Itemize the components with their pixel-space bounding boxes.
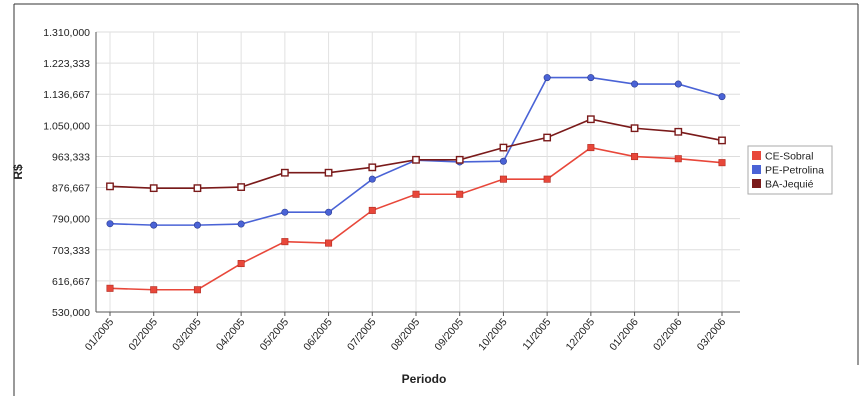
- x-tick-label: 03/2005: [170, 316, 204, 353]
- x-tick-label: 04/2005: [214, 316, 248, 353]
- legend-swatch: [752, 165, 761, 174]
- x-tick-label: 06/2005: [301, 316, 335, 353]
- data-point: [193, 286, 201, 294]
- data-point: [543, 133, 552, 142]
- data-point: [543, 175, 551, 183]
- data-point: [412, 155, 420, 164]
- data-point: [587, 144, 595, 152]
- series-BA-Jequié: [106, 115, 726, 193]
- x-tick-label: 10/2005: [476, 316, 510, 353]
- x-tick-label: 12/2005: [564, 316, 598, 353]
- data-point: [543, 74, 551, 82]
- y-tick-label: 530,000: [52, 307, 90, 319]
- y-axis-label: R$: [11, 164, 25, 180]
- series-CE-Sobral: [106, 144, 726, 294]
- x-tick-label: 01/2005: [83, 316, 117, 353]
- data-point: [237, 260, 245, 268]
- data-point: [587, 74, 595, 82]
- y-tick-label: 616,667: [52, 276, 90, 288]
- y-tick-label: 790,000: [52, 214, 90, 226]
- series-lines: [106, 74, 726, 294]
- data-point: [150, 286, 158, 294]
- x-tick-label: 09/2005: [432, 316, 466, 353]
- data-point: [280, 168, 289, 177]
- data-point: [368, 163, 377, 172]
- data-point: [237, 183, 246, 191]
- legend: CE-Sobral PE-Petrolina BA-Jequié: [747, 145, 833, 195]
- legend-swatch: [752, 151, 761, 160]
- data-point: [718, 136, 726, 145]
- x-tick-label: 08/2005: [389, 316, 423, 353]
- x-tick-label: 02/2005: [126, 316, 160, 353]
- data-point: [499, 175, 507, 183]
- data-point: [106, 220, 114, 228]
- legend-swatch: [752, 179, 761, 188]
- data-point: [237, 220, 245, 228]
- data-point: [325, 239, 333, 247]
- y-tick-label: 1.310,000: [43, 27, 90, 39]
- data-point: [193, 184, 202, 193]
- axis-labels: R$ Periodo: [11, 164, 446, 386]
- y-tick-label: 876,667: [52, 183, 90, 195]
- x-tick-label: 11/2005: [520, 316, 553, 352]
- y-tick-label: 703,333: [52, 245, 90, 257]
- legend-label: CE-Sobral: [765, 151, 813, 163]
- x-tick-label: 05/2005: [258, 316, 292, 353]
- data-point: [193, 221, 201, 229]
- axes: 530,000 616,667 703,333 790,000 876,667 963,3…: [43, 27, 740, 353]
- x-tick-label: 01/2006: [607, 316, 641, 353]
- data-point: [499, 157, 507, 165]
- data-point: [368, 175, 376, 183]
- y-tick-label: 963,333: [52, 151, 90, 163]
- data-point: [150, 221, 158, 229]
- data-point: [325, 208, 333, 216]
- data-point: [718, 93, 726, 101]
- y-tick-label: 1.050,000: [43, 120, 90, 132]
- legend-label: BA-Jequié: [765, 179, 814, 191]
- data-point: [455, 155, 464, 164]
- data-point: [106, 284, 114, 292]
- data-point: [631, 153, 639, 161]
- data-point: [368, 206, 376, 214]
- x-axis-label: Periodo: [402, 372, 447, 386]
- data-point: [499, 143, 508, 152]
- data-point: [324, 168, 333, 177]
- data-point: [674, 127, 683, 136]
- legend-label: PE-Petrolina: [765, 165, 824, 177]
- x-tick-label: 02/2006: [651, 316, 685, 353]
- data-point: [106, 182, 114, 191]
- data-point: [718, 159, 726, 167]
- y-tick-label: 1.223,333: [43, 58, 90, 70]
- data-point: [674, 80, 682, 88]
- data-point: [412, 190, 420, 198]
- data-point: [631, 80, 639, 88]
- data-point: [674, 155, 682, 163]
- data-point: [281, 208, 289, 216]
- data-point: [149, 184, 158, 193]
- x-tick-label: 07/2005: [345, 316, 379, 353]
- legend-box: [747, 145, 833, 195]
- x-tick-label: 03/2006: [695, 316, 729, 353]
- data-point: [586, 115, 595, 124]
- data-point: [456, 190, 464, 198]
- y-tick-label: 1.136,667: [43, 89, 90, 101]
- data-point: [630, 124, 639, 133]
- data-point: [281, 238, 289, 246]
